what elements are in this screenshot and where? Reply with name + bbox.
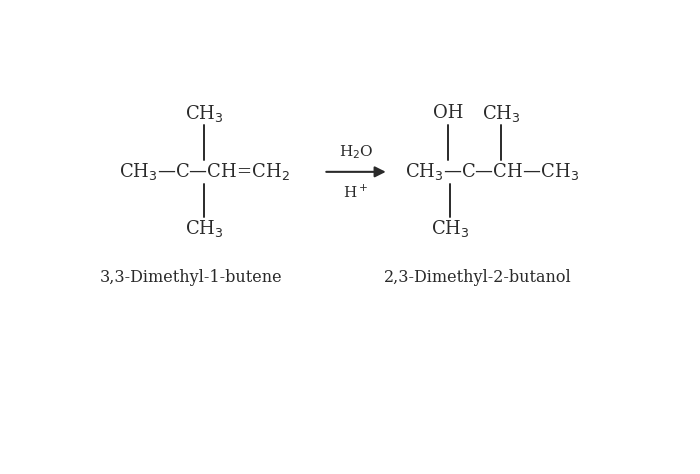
Text: CH$_3$: CH$_3$ [430, 218, 469, 239]
Text: CH$_3$—C—CH—CH$_3$: CH$_3$—C—CH—CH$_3$ [405, 161, 579, 182]
Text: CH$_3$—C—CH=CH$_2$: CH$_3$—C—CH=CH$_2$ [119, 161, 290, 182]
Text: CH$_3$: CH$_3$ [185, 103, 223, 124]
Text: CH$_3$: CH$_3$ [482, 103, 520, 124]
Text: CH$_3$: CH$_3$ [185, 218, 223, 239]
Text: 3,3-Dimethyl-1-butene: 3,3-Dimethyl-1-butene [99, 269, 282, 286]
Text: H$_2$O: H$_2$O [339, 143, 373, 161]
Text: H$^+$: H$^+$ [344, 183, 369, 201]
Text: OH: OH [433, 104, 463, 122]
Text: 2,3-Dimethyl-2-butanol: 2,3-Dimethyl-2-butanol [384, 269, 572, 286]
